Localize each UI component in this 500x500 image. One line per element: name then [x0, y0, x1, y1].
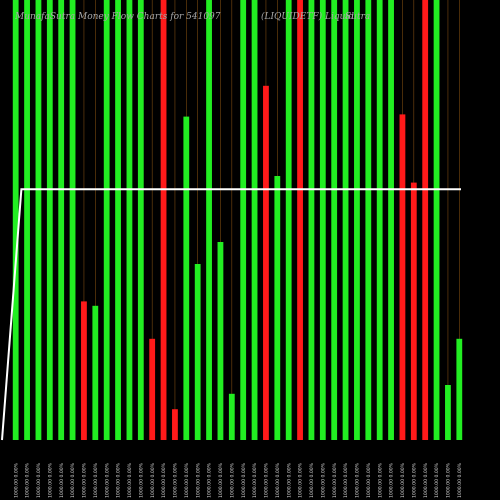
tick-label: 1000.00 0.00% — [252, 462, 258, 498]
bar — [160, 0, 167, 440]
tick-label: 1000.00 0.00% — [59, 462, 65, 498]
bar — [251, 0, 258, 440]
bar — [46, 0, 53, 440]
tick-label: 1000.00 0.00% — [286, 462, 292, 498]
tick-label: 1000.00 0.00% — [264, 462, 270, 498]
bar — [285, 0, 292, 440]
tick-label: 1000.00 0.00% — [116, 462, 122, 498]
chart-title-middle: (LIQUIDETF) Liquid — [261, 12, 355, 22]
bar — [217, 242, 224, 440]
chart-title-left: MunafaSutra Money Flow Charts for 541097 — [15, 12, 221, 22]
threshold-line — [1, 188, 461, 441]
bar — [399, 114, 406, 441]
tick-label: 1000.00 0.00% — [138, 462, 144, 498]
bar — [297, 0, 303, 440]
tick-label-layer: 1000.00 0.00% 1000.00 0.00% 1000.00 0.00% 1… — [13, 462, 463, 498]
bar — [410, 182, 417, 440]
tick-label: 1000.00 0.00% — [82, 462, 88, 498]
bar — [92, 305, 99, 440]
tick-label: 1000.00 0.00% — [36, 462, 42, 498]
bar — [354, 0, 360, 440]
bar — [12, 0, 19, 440]
tick-label: 1000.00 0.00% — [207, 462, 213, 498]
bar — [308, 0, 315, 440]
bar — [24, 0, 30, 440]
tick-label: 1000.00 0.00% — [457, 462, 463, 498]
tick-label: 1000.00 0.00% — [434, 462, 440, 498]
tick-label: 1000.00 0.00% — [423, 462, 429, 498]
bar — [240, 0, 247, 440]
chart-title-right: Sutra — [345, 12, 371, 22]
bar — [342, 0, 349, 440]
bar — [331, 0, 338, 440]
tick-label: 1000.00 0.00% — [47, 462, 53, 498]
tick-label: 1000.00 0.00% — [446, 462, 452, 498]
tick-label: 1000.00 0.00% — [309, 462, 315, 498]
tick-label: 1000.00 0.00% — [127, 462, 133, 498]
bar — [365, 0, 372, 440]
tick-label: 1000.00 0.00% — [366, 462, 372, 498]
tick-label: 1000.00 0.00% — [355, 462, 361, 498]
bar — [388, 0, 394, 440]
tick-label: 1000.00 0.00% — [25, 462, 31, 498]
tick-label: 1000.00 0.00% — [218, 462, 224, 498]
tick-label: 1000.00 0.00% — [104, 462, 110, 498]
threshold-layer — [1, 188, 461, 441]
bar — [263, 85, 269, 441]
bar — [149, 338, 156, 440]
bar — [183, 116, 190, 440]
tick-label: 1000.00 0.00% — [377, 462, 383, 498]
tick-label: 1000.00 0.00% — [184, 462, 190, 498]
tick-label: 1000.00 0.00% — [195, 462, 201, 498]
bar — [103, 0, 110, 440]
tick-label: 1000.00 0.00% — [298, 462, 304, 498]
chart-title: MunafaSutra Money Flow Charts for 541097… — [15, 12, 495, 28]
bar — [172, 409, 178, 440]
bar — [319, 0, 326, 440]
tick-label: 1000.00 0.00% — [343, 462, 349, 498]
bar — [422, 0, 429, 440]
tick-label: 1000.00 0.00% — [70, 462, 76, 498]
tick-label: 1000.00 0.00% — [150, 462, 156, 498]
bar — [445, 385, 451, 440]
tick-label: 1000.00 0.00% — [173, 462, 179, 498]
bar — [137, 0, 144, 440]
bar — [58, 0, 65, 440]
bar — [376, 0, 383, 440]
bar — [69, 0, 76, 440]
bar — [433, 0, 440, 440]
bar — [456, 338, 463, 440]
bar — [228, 393, 235, 440]
tick-label: 1000.00 0.00% — [320, 462, 326, 498]
bar — [274, 176, 281, 440]
tick-label: 1000.00 0.00% — [275, 462, 281, 498]
bar — [115, 0, 121, 440]
tick-label: 1000.00 0.00% — [13, 462, 19, 498]
bar — [206, 0, 212, 440]
tick-label: 1000.00 0.00% — [241, 462, 247, 498]
bar — [81, 301, 87, 440]
tick-label: 1000.00 0.00% — [411, 462, 417, 498]
bar — [194, 264, 201, 440]
tick-label: 1000.00 0.00% — [389, 462, 395, 498]
tick-label: 1000.00 0.00% — [332, 462, 338, 498]
bar-layer — [12, 0, 463, 441]
tick-label: 1000.00 0.00% — [93, 462, 99, 498]
bar — [126, 0, 133, 440]
tick-label: 1000.00 0.00% — [400, 462, 406, 498]
bar — [35, 0, 42, 440]
tick-label: 1000.00 0.00% — [229, 462, 235, 498]
tick-label: 1000.00 0.00% — [161, 462, 167, 498]
